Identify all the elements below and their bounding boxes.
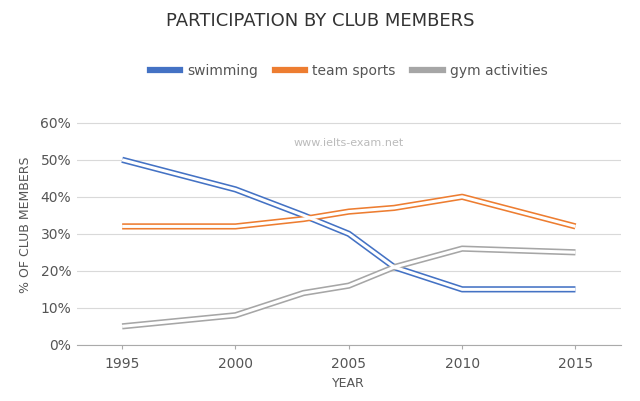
- Legend: swimming, team sports, gym activities: swimming, team sports, gym activities: [145, 58, 553, 83]
- Text: PARTICIPATION BY CLUB MEMBERS: PARTICIPATION BY CLUB MEMBERS: [166, 12, 474, 30]
- Text: www.ielts-exam.net: www.ielts-exam.net: [294, 138, 404, 148]
- X-axis label: YEAR: YEAR: [332, 377, 365, 390]
- Y-axis label: % OF CLUB MEMBERS: % OF CLUB MEMBERS: [19, 156, 32, 293]
